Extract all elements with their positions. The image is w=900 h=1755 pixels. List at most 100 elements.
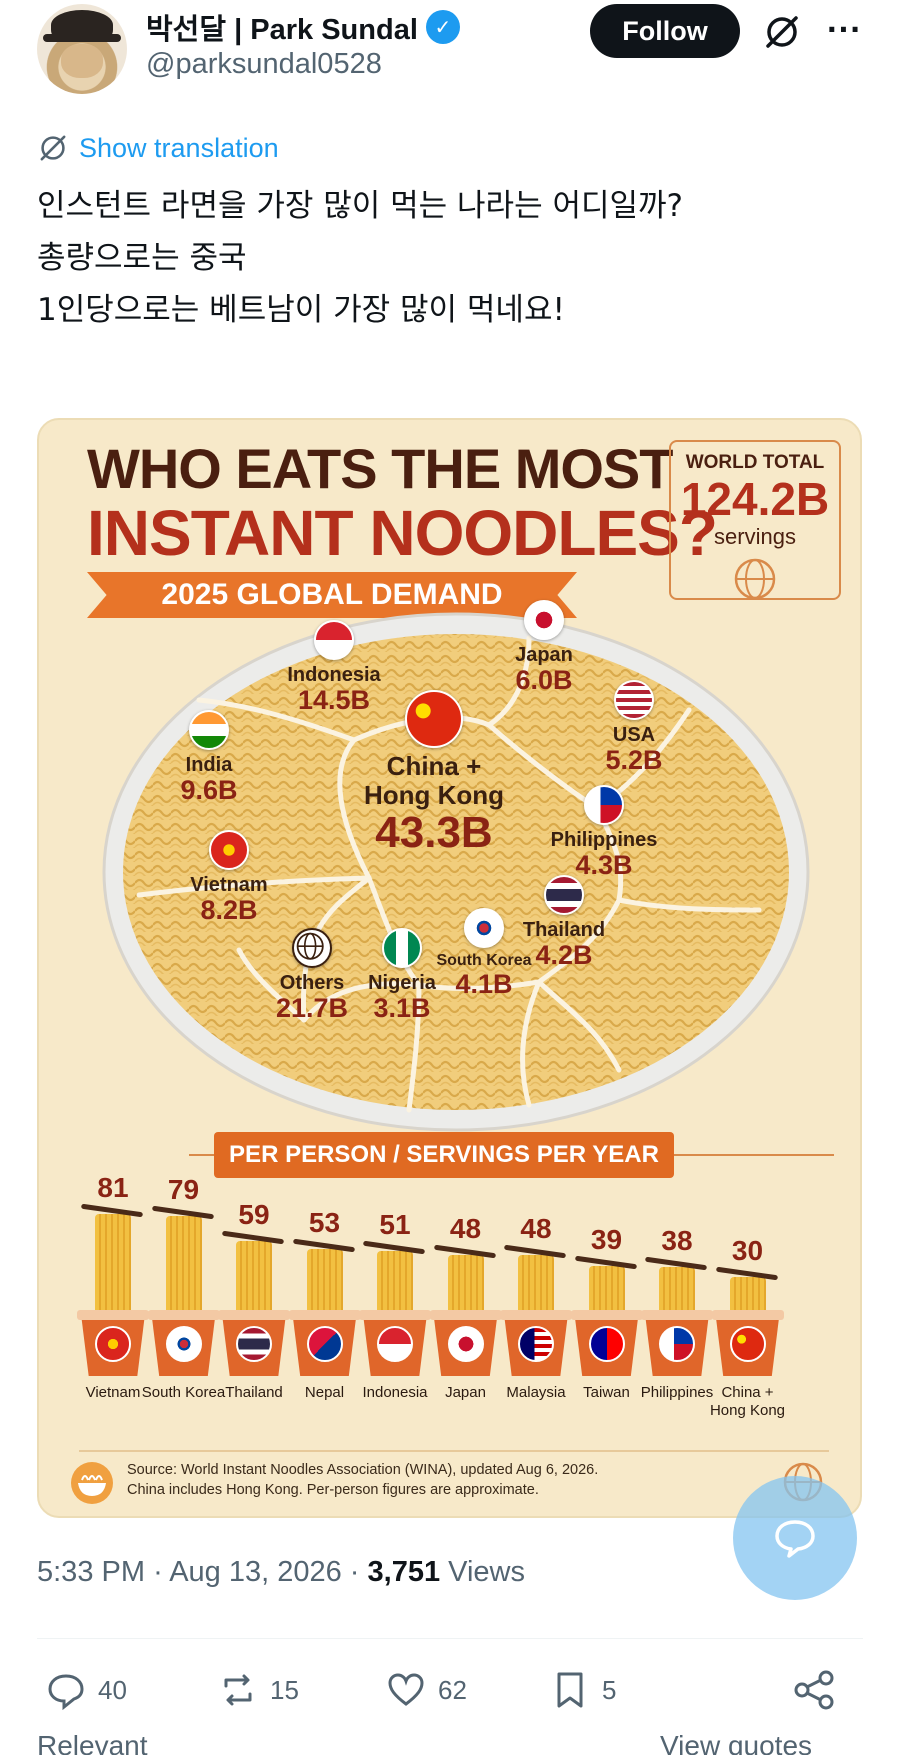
noodle-bar — [588, 1265, 625, 1314]
thailand-flag-icon — [544, 875, 584, 915]
malaysia-flag-icon — [518, 1326, 554, 1362]
cup-bar: 30 China + Hong Kong — [708, 1180, 788, 1420]
cup-rim — [500, 1310, 572, 1320]
region-vietnam: Vietnam 8.2B — [189, 830, 269, 926]
region-india: India 9.6B — [169, 710, 249, 806]
region-name: USA — [612, 724, 656, 746]
bookmark-icon — [557, 1672, 583, 1708]
region-value: 4.3B — [575, 850, 633, 880]
region-value: 4.1B — [455, 968, 513, 999]
reply-count: 40 — [98, 1674, 127, 1705]
region-name: India — [185, 754, 233, 776]
tweet-image[interactable]: WHO EATS THE MOST INSTANT NOODLES? 2025 … — [37, 418, 862, 1518]
noodle-bar — [377, 1251, 413, 1314]
author-handle[interactable]: @parksundal0528 — [146, 48, 382, 80]
divider-line — [674, 1154, 834, 1156]
cup-value-label: 59 — [238, 1199, 270, 1231]
source-line: Source: World Instant Noodles Associatio… — [127, 1462, 599, 1478]
noodle-bar — [659, 1267, 695, 1314]
noodle-bowl-icon — [71, 1462, 113, 1504]
cup-value-label: 48 — [520, 1212, 552, 1244]
region-name: Indonesia — [287, 664, 381, 686]
japan-flag-icon — [447, 1326, 484, 1362]
show-translation-link[interactable]: Show translation — [37, 132, 279, 164]
views-count: 3,751 — [367, 1556, 441, 1588]
region-value: 21.7B — [275, 993, 349, 1023]
noodle-bar — [306, 1248, 343, 1314]
follow-button[interactable]: Follow — [590, 4, 740, 58]
cup-value-label: 39 — [590, 1223, 623, 1255]
share-button[interactable] — [790, 1660, 838, 1720]
tweet-time[interactable]: 5:33 PM — [37, 1556, 145, 1588]
compose-reply-button[interactable] — [733, 1476, 857, 1600]
author-name-row: 박선달 | Park Sundal ✓ — [146, 6, 460, 48]
indonesia-flag-icon — [377, 1326, 413, 1362]
region-name: China + Hong Kong — [363, 751, 505, 810]
cup-rim — [641, 1310, 713, 1320]
region-value: 5.2B — [605, 745, 663, 775]
tweet-line: 인스턴트 라면을 가장 많이 먹는 나라는 어디일까? — [37, 188, 683, 224]
repost-icon — [224, 1674, 252, 1706]
tab-view-quotes[interactable]: View quotes — [660, 1730, 813, 1755]
tweet-date[interactable]: Aug 13, 2026 — [169, 1556, 342, 1588]
tab-relevant[interactable]: Relevant — [37, 1730, 148, 1755]
cup-value-label: 30 — [731, 1234, 764, 1266]
region-usa: USA 5.2B — [584, 680, 684, 776]
korea-flag-icon — [464, 908, 504, 948]
separator-dot: · — [153, 1556, 170, 1588]
reply-button[interactable]: 40 — [44, 1660, 127, 1720]
region-name: Philippines — [550, 829, 658, 851]
region-others: Others 21.7B — [267, 928, 357, 1024]
japan-flag-icon — [524, 600, 564, 640]
bookmark-button[interactable]: 5 — [548, 1660, 616, 1720]
nepal-flag-icon — [306, 1326, 343, 1362]
indonesia-flag-icon — [314, 620, 354, 660]
cup-category-label: China + Hong Kong — [709, 1384, 786, 1419]
avatar[interactable] — [37, 4, 127, 94]
noodle-bar — [95, 1214, 131, 1314]
cup-category-label: Philippines — [640, 1384, 714, 1401]
cup-value-label: 48 — [449, 1212, 482, 1244]
region-nigeria: Nigeria 3.1B — [357, 928, 447, 1024]
verified-badge-icon: ✓ — [425, 10, 460, 44]
cup-value-label: 38 — [661, 1225, 693, 1257]
region-japan: Japan 6.0B — [489, 600, 599, 696]
per-person-title: PER PERSON / SERVINGS PER YEAR — [214, 1132, 674, 1178]
world-total-box: WORLD TOTAL 124.2B servings — [669, 440, 841, 600]
reply-icon — [48, 1674, 84, 1711]
cup-category-label: Japan — [445, 1384, 486, 1401]
cup-category-label: South Korea — [141, 1384, 226, 1401]
region-value: 4.2B — [535, 940, 593, 970]
repost-button[interactable]: 15 — [216, 1660, 299, 1720]
china-flag-icon — [405, 690, 463, 748]
taiwan-flag-icon — [588, 1326, 625, 1362]
hat-brim-shape — [43, 34, 121, 42]
region-value: 9.6B — [180, 775, 238, 805]
per-person-chart: 81 Vietnam 79 South Korea 59 Thailand 53 Nepal 5… — [39, 1172, 860, 1420]
more-options-icon[interactable]: ··· — [826, 13, 862, 46]
noodle-bowl-map — [102, 612, 810, 1132]
cup-category-label: Indonesia — [362, 1384, 428, 1401]
cup-rim — [570, 1310, 643, 1320]
region-name: Thailand — [522, 919, 606, 941]
meta-divider — [37, 1638, 863, 1639]
source-note: Source: World Instant Noodles Associatio… — [127, 1460, 598, 1500]
noodle-bar — [518, 1254, 554, 1314]
cup-category-label: Vietnam — [85, 1384, 141, 1401]
nigeria-flag-icon — [382, 928, 422, 968]
globe-icon — [734, 558, 776, 600]
region-value: 6.0B — [515, 665, 573, 695]
cup-bar: 59 Thailand — [214, 1180, 294, 1420]
author-name[interactable]: 박선달 | Park Sundal — [146, 14, 418, 46]
cup-category-label: Taiwan — [583, 1384, 630, 1401]
vietnam-flag-icon — [209, 830, 249, 870]
thailand-flag-icon — [236, 1326, 272, 1362]
noodle-bar — [165, 1216, 202, 1314]
poster-subtitle: 2025 GLOBAL DEMAND — [87, 572, 577, 618]
cup-rim — [429, 1310, 502, 1320]
share-icon — [794, 1670, 834, 1710]
tweet-line: 1인당으로는 베트남이 가장 많이 먹네요! — [37, 292, 565, 328]
like-button[interactable]: 62 — [384, 1660, 467, 1720]
cup-bar: 48 Japan — [426, 1180, 506, 1420]
grok-icon[interactable] — [762, 12, 802, 52]
